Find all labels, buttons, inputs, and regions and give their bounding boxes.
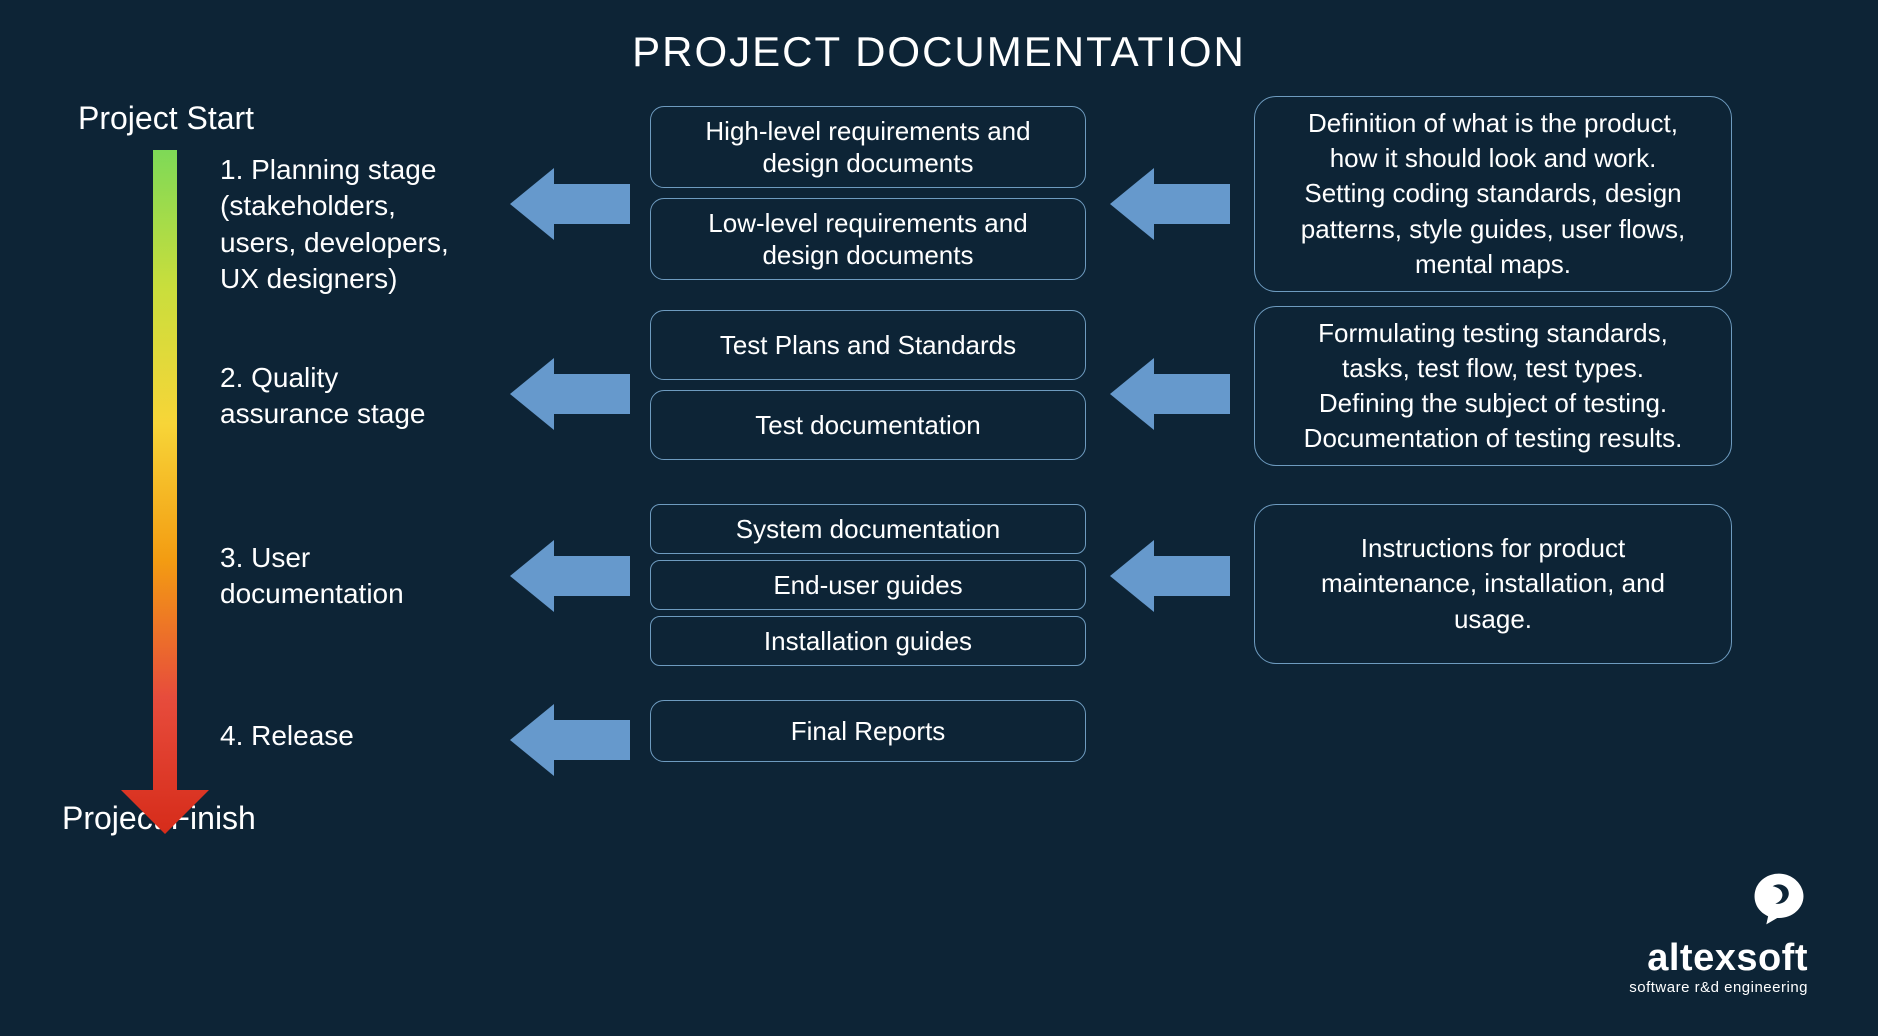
- stage-label-4: 4. Release: [220, 718, 470, 754]
- desc-box-stage3: Instructions for product maintenance, in…: [1254, 504, 1732, 664]
- stage-label-1: 1. Planning stage (stakeholders, users, …: [220, 152, 500, 298]
- doc-box-stage3-3: Installation guides: [650, 616, 1086, 666]
- flow-arrow-stage3-left: [510, 540, 630, 612]
- diagram-canvas: Project StartProject Finish1. Planning s…: [0, 100, 1878, 1020]
- brand-logo: altexsoft software r&d engineering: [1629, 870, 1808, 996]
- flow-arrow-stage4-left: [510, 704, 630, 776]
- stage-label-3: 3. User documentation: [220, 540, 470, 613]
- logo-tagline: software r&d engineering: [1629, 979, 1808, 996]
- desc-box-stage2: Formulating testing standards, tasks, te…: [1254, 306, 1732, 466]
- logo-brand-text: altexsoft: [1629, 939, 1808, 977]
- doc-box-stage2-2: Test documentation: [650, 390, 1086, 460]
- page-title: PROJECT DOCUMENTATION: [0, 0, 1878, 76]
- doc-box-stage4-1: Final Reports: [650, 700, 1086, 762]
- doc-box-stage3-2: End-user guides: [650, 560, 1086, 610]
- timeline-arrow: [121, 150, 209, 834]
- flow-arrow-stage2-left: [510, 358, 630, 430]
- flow-arrow-stage3-right: [1110, 540, 1230, 612]
- flow-arrow-stage2-right: [1110, 358, 1230, 430]
- doc-box-stage1-2: Low-level requirements and design docume…: [650, 198, 1086, 280]
- flow-arrow-stage1-right: [1110, 168, 1230, 240]
- timeline-start-label: Project Start: [78, 100, 254, 137]
- doc-box-stage2-1: Test Plans and Standards: [650, 310, 1086, 380]
- doc-box-stage3-1: System documentation: [650, 504, 1086, 554]
- desc-box-stage1: Definition of what is the product, how i…: [1254, 96, 1732, 292]
- doc-box-stage1-1: High-level requirements and design docum…: [650, 106, 1086, 188]
- flow-arrow-stage1-left: [510, 168, 630, 240]
- logo-bubble-icon: [1750, 870, 1808, 928]
- stage-label-2: 2. Quality assurance stage: [220, 360, 470, 433]
